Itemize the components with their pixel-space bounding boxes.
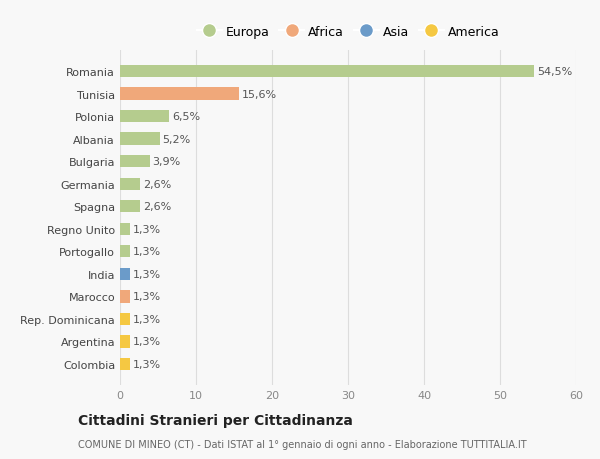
Text: 2,6%: 2,6% — [143, 179, 171, 189]
Text: 1,3%: 1,3% — [133, 314, 161, 324]
Text: 1,3%: 1,3% — [133, 359, 161, 369]
Text: 1,3%: 1,3% — [133, 247, 161, 257]
Text: 1,3%: 1,3% — [133, 224, 161, 234]
Text: 15,6%: 15,6% — [242, 90, 277, 99]
Bar — [120, 201, 140, 213]
Bar — [120, 133, 160, 146]
Bar — [120, 223, 130, 235]
Bar — [120, 358, 130, 370]
Text: 1,3%: 1,3% — [133, 269, 161, 279]
Text: COMUNE DI MINEO (CT) - Dati ISTAT al 1° gennaio di ogni anno - Elaborazione TUTT: COMUNE DI MINEO (CT) - Dati ISTAT al 1° … — [78, 440, 527, 449]
Bar — [120, 66, 534, 78]
Bar — [120, 336, 130, 348]
Bar — [120, 88, 239, 101]
Text: 1,3%: 1,3% — [133, 292, 161, 302]
Bar — [120, 156, 149, 168]
Text: 54,5%: 54,5% — [537, 67, 572, 77]
Text: 1,3%: 1,3% — [133, 337, 161, 347]
Bar — [120, 178, 140, 190]
Legend: Europa, Africa, Asia, America: Europa, Africa, Asia, America — [194, 23, 502, 41]
Bar — [120, 111, 169, 123]
Bar — [120, 268, 130, 280]
Text: 5,2%: 5,2% — [163, 134, 191, 144]
Text: 6,5%: 6,5% — [172, 112, 200, 122]
Bar — [120, 313, 130, 325]
Text: Cittadini Stranieri per Cittadinanza: Cittadini Stranieri per Cittadinanza — [78, 414, 353, 428]
Text: 3,9%: 3,9% — [152, 157, 181, 167]
Bar — [120, 291, 130, 303]
Bar — [120, 246, 130, 258]
Text: 2,6%: 2,6% — [143, 202, 171, 212]
